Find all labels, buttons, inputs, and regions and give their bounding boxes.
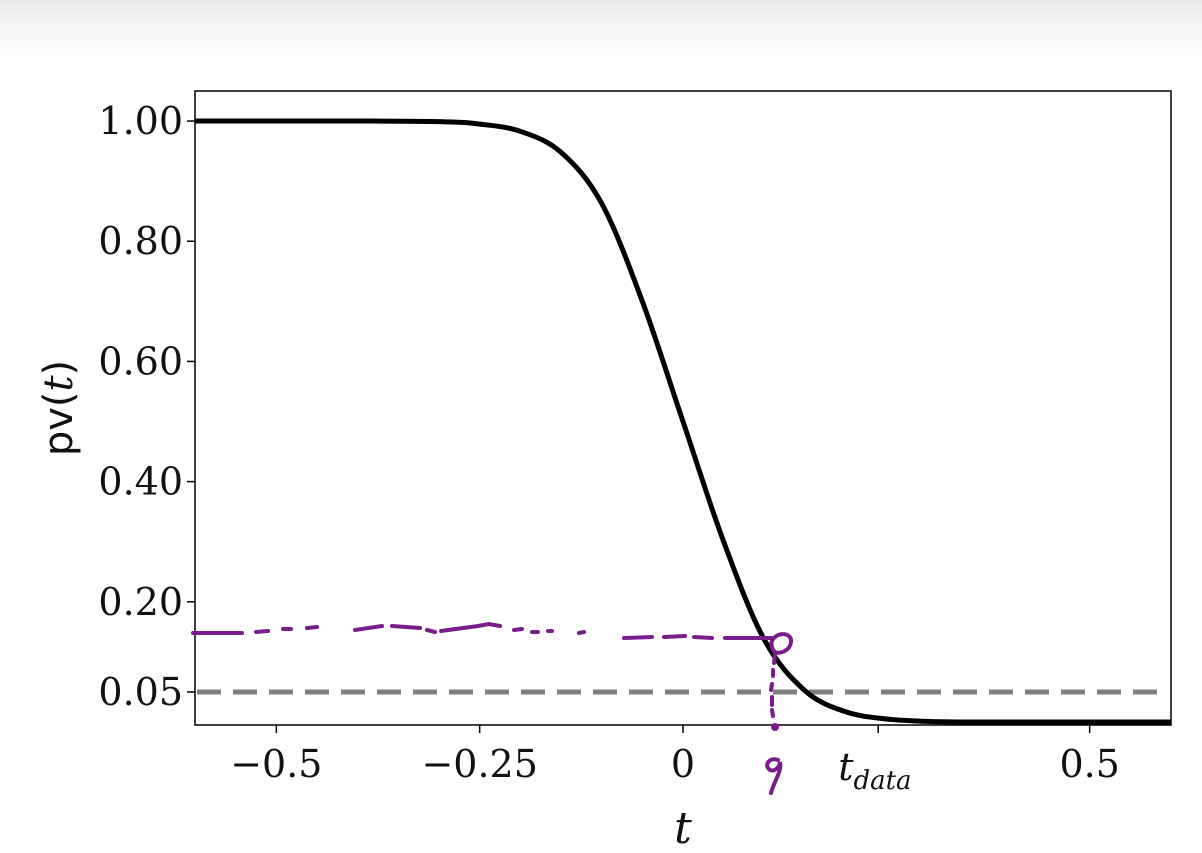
y-axis-label: pv(t) [36, 360, 82, 456]
t-data-base: t [838, 745, 854, 789]
x-tick-label: 0 [671, 742, 695, 786]
handwritten-annotations [191, 621, 794, 795]
pv-curve [194, 118, 1171, 725]
handwritten-horizontal-dashed-line [191, 621, 774, 640]
y-tick-label: 0.80 [98, 219, 183, 263]
handwritten-circle-mark [769, 632, 794, 655]
t-data-label: tdata [838, 745, 911, 796]
x-tick-label: −0.5 [230, 742, 322, 786]
y-axis-label-variable: t [36, 375, 82, 392]
t-data-subscript: data [853, 766, 911, 796]
y-tick-label: 0.20 [98, 580, 183, 624]
y-axis-label-prefix: pv( [36, 392, 82, 457]
x-tick-label: −0.25 [421, 742, 537, 786]
handwritten-dot [771, 723, 779, 731]
y-tick-label: 0.05 [98, 670, 183, 714]
axis-ticks: −0.5 −0.25 0 0.5 1.00 0.80 0.60 0.40 0.20 0.05 [98, 99, 1119, 786]
handwritten-vertical-dashed-line [769, 653, 777, 718]
handwritten-q-mark [765, 757, 783, 795]
window-top-bar [0, 0, 1202, 62]
y-tick-label: 1.00 [98, 99, 183, 143]
y-axis-label-suffix: ) [36, 360, 82, 376]
axes-frame [194, 90, 1172, 726]
x-tick-label: 0.5 [1059, 742, 1119, 786]
x-axis-label: t [674, 803, 692, 853]
y-tick-label: 0.40 [98, 460, 183, 504]
y-tick-label: 0.60 [98, 339, 183, 383]
